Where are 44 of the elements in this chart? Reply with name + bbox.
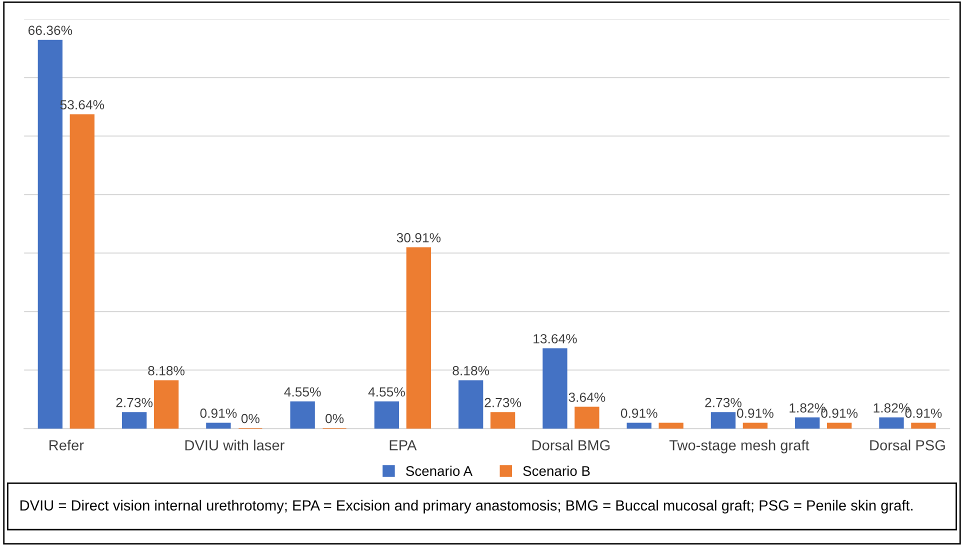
x-tick-label: Two-stage mesh graft bbox=[669, 440, 810, 454]
x-tick-label: DVIU with laser bbox=[185, 440, 284, 450]
data-label: 8.18% bbox=[148, 366, 185, 376]
data-label: 0% bbox=[326, 414, 344, 424]
bar bbox=[879, 417, 904, 429]
data-label: 0.91% bbox=[737, 408, 774, 418]
bar bbox=[795, 417, 820, 429]
bar bbox=[911, 422, 936, 429]
data-label: 3.64% bbox=[568, 392, 606, 402]
x-tick-label: Refer bbox=[50, 440, 84, 450]
data-label: 0.91% bbox=[200, 408, 237, 418]
data-label: 13.64% bbox=[534, 334, 577, 344]
data-label: 0% bbox=[241, 414, 260, 424]
bar bbox=[490, 412, 516, 429]
data-label: 4.55% bbox=[368, 387, 405, 397]
bar bbox=[206, 422, 231, 429]
bar bbox=[710, 412, 736, 429]
legend-label: Scenario B bbox=[523, 466, 590, 476]
data-label: 4.55% bbox=[284, 387, 321, 397]
bar bbox=[406, 247, 432, 429]
bar bbox=[658, 422, 684, 429]
bar bbox=[742, 422, 768, 429]
data-label: 30.91% bbox=[396, 233, 441, 242]
x-tick-label: Dorsal BMG bbox=[532, 440, 610, 450]
data-label: 2.73% bbox=[705, 398, 742, 408]
text: DVIU = Direct vision internal urethrotomy; EPA = Excision and primary anastomosis; BMG = Buccal mucosal graft; PSG = Penile skin graft. bbox=[20, 500, 912, 514]
data-label: 2.73% bbox=[116, 398, 153, 408]
bar bbox=[626, 422, 652, 429]
x-tick-label: EPA bbox=[390, 440, 417, 450]
data-label: 66.36% bbox=[28, 26, 72, 36]
data-label: 0.91% bbox=[620, 408, 658, 418]
bar bbox=[70, 114, 94, 429]
x-tick-label: Dorsal PSG bbox=[870, 440, 945, 450]
data-label: 8.18% bbox=[452, 366, 490, 376]
bar bbox=[574, 406, 600, 429]
bar bbox=[458, 380, 484, 429]
bar bbox=[826, 422, 852, 429]
bar bbox=[542, 348, 568, 429]
legend-label: Scenario A bbox=[406, 466, 473, 476]
bar bbox=[374, 401, 400, 429]
bar bbox=[154, 380, 179, 429]
data-label: 2.73% bbox=[484, 398, 522, 408]
bar bbox=[290, 401, 315, 429]
bar bbox=[122, 412, 147, 429]
